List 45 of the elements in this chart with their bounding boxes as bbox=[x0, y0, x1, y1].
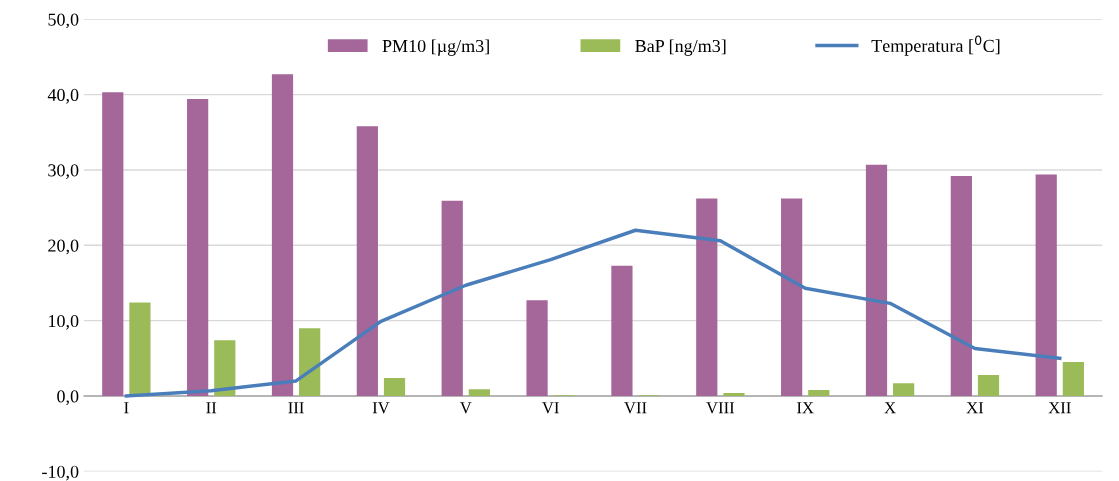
bar bbox=[977, 374, 1000, 397]
bar bbox=[271, 74, 294, 397]
line-series bbox=[124, 228, 1062, 398]
x-tick-label: IV bbox=[372, 402, 390, 414]
bar bbox=[468, 389, 490, 397]
bar bbox=[187, 99, 209, 397]
x-tick-label: III bbox=[288, 402, 304, 414]
bar bbox=[526, 300, 548, 397]
bar bbox=[893, 383, 915, 397]
y-tick-label: 30,0 bbox=[48, 164, 79, 179]
y-tick-label: 40,0 bbox=[47, 88, 79, 104]
bar bbox=[865, 164, 888, 397]
bar bbox=[383, 377, 406, 397]
bar bbox=[356, 126, 378, 397]
legend-label: PM10 [µg/m3] bbox=[382, 39, 489, 56]
bar bbox=[808, 389, 830, 397]
bar bbox=[441, 200, 463, 397]
y-tick-label: 20,0 bbox=[48, 239, 79, 255]
x-tick-label: X bbox=[884, 402, 896, 414]
legend-label: Temperatura [$^{0}$C] bbox=[871, 35, 1000, 56]
x-tick-label: VII bbox=[624, 402, 647, 414]
legend-label: BaP [ng/m3] bbox=[635, 39, 726, 56]
x-tick-label: XI bbox=[966, 402, 984, 414]
bar bbox=[1062, 362, 1084, 397]
y-tick-label: 0,0 bbox=[57, 390, 79, 406]
x-tick-label: VI bbox=[542, 402, 559, 414]
bar bbox=[696, 198, 718, 397]
bar bbox=[950, 175, 972, 397]
y-tick-label: 10,0 bbox=[49, 314, 79, 330]
y-tick-label: -10,0 bbox=[42, 465, 79, 481]
x-tick-label: V bbox=[459, 402, 472, 414]
x-tick-label: II bbox=[206, 402, 217, 414]
x-tick-label: VIII bbox=[706, 402, 735, 414]
bar bbox=[214, 340, 236, 397]
x-tick-label: IX bbox=[797, 402, 814, 414]
y-tick-label: 50,0 bbox=[48, 13, 79, 29]
bar bbox=[781, 198, 803, 397]
x-tick-label: XII bbox=[1048, 402, 1071, 414]
bar bbox=[129, 302, 151, 397]
bar bbox=[299, 328, 321, 397]
bar bbox=[611, 265, 633, 397]
bar bbox=[1035, 174, 1057, 397]
bar bbox=[102, 92, 124, 397]
x-tick-label: I bbox=[124, 402, 129, 414]
bar bbox=[723, 393, 745, 397]
